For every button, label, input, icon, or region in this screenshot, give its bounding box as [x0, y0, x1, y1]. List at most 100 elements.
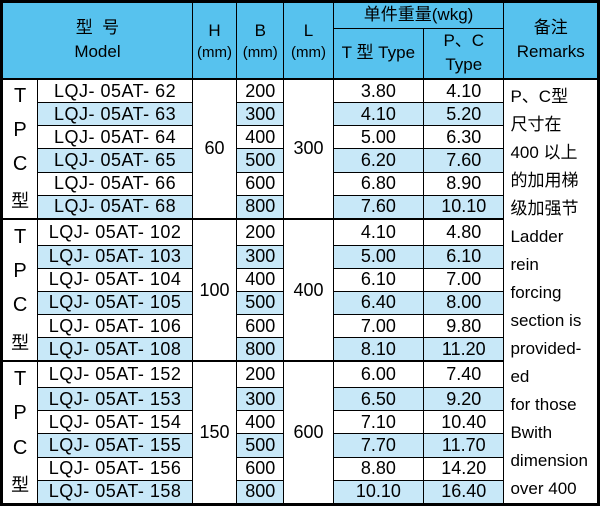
series-type-char: P	[13, 402, 27, 425]
b-value-cell: 600	[236, 456, 285, 481]
pc-weight-cell: 10.10	[423, 194, 505, 220]
t-weight-cell: 3.80	[332, 77, 425, 104]
b-value-cell: 800	[236, 194, 285, 220]
t-weight-cell: 5.00	[332, 125, 425, 150]
b-value-cell: 200	[236, 77, 285, 104]
series-type-char: C	[12, 294, 28, 317]
table-row: LQJ- 05AT- 104 400 6.10 7.00	[2, 267, 599, 292]
model-cell: LQJ- 05AT- 104	[37, 267, 193, 292]
remarks-line: dimension	[510, 450, 588, 470]
col-header-b: B (mm)	[236, 0, 285, 80]
table-header: 型 号 Model H (mm) B (mm) L (mm) 单件重量(wkg)	[1, 0, 599, 80]
t-weight-cell: 6.10	[332, 267, 425, 292]
series-type-char: P	[13, 119, 27, 142]
t-weight-cell: 8.80	[332, 456, 425, 481]
table-row: LQJ- 05AT- 105 500 6.40 8.00	[2, 290, 599, 316]
pc-weight-cell: 9.20	[423, 387, 505, 412]
model-cell: LQJ- 05AT- 108	[37, 337, 193, 362]
t-weight-cell: 6.00	[332, 360, 425, 389]
t-weight-cell: 7.10	[332, 410, 425, 435]
b-value-cell: 300	[236, 244, 285, 269]
b-value-cell: 800	[236, 479, 285, 505]
remarks-line: Bwith	[510, 422, 553, 442]
col-header-remarks-en: Remarks	[516, 42, 585, 62]
pc-weight-cell: 10.40	[423, 410, 505, 435]
b-value-cell: 800	[236, 337, 285, 362]
table-row: T P C 型 LQJ- 05AT- 62 60 200 300 3.80 4.10 P、C型 尺寸在…	[0, 77, 599, 505]
pc-weight-cell: 9.80	[423, 314, 505, 339]
table-row: LQJ- 05AT- 64 400 5.00 6.30	[2, 125, 599, 150]
pc-weight-cell: 7.40	[423, 360, 505, 389]
pc-weight-cell: 11.70	[423, 433, 505, 458]
remarks-line: provided-	[510, 338, 582, 358]
model-cell: LQJ- 05AT- 155	[37, 433, 193, 458]
remarks-line: Ladder	[510, 226, 564, 246]
remarks-line: ed	[510, 366, 530, 386]
pc-weight-cell: 11.20	[423, 337, 505, 362]
t-weight-cell: 8.10	[332, 337, 425, 362]
t-weight-cell: 6.80	[332, 171, 425, 196]
model-cell: LQJ- 05AT- 65	[37, 148, 193, 173]
t-weight-cell: 4.10	[332, 102, 425, 127]
pc-weight-cell: 8.90	[423, 171, 505, 196]
col-header-l: L (mm)	[283, 0, 334, 80]
b-value-cell: 600	[236, 171, 285, 196]
l-value-cell: 600	[283, 360, 334, 505]
col-header-model-cn: 型 号	[75, 17, 120, 37]
pc-weight-cell: 7.00	[423, 267, 505, 292]
series-type-char: C	[12, 436, 28, 459]
table-row: LQJ- 05AT- 68 800 7.60 10.10	[2, 194, 599, 220]
b-value-cell: 200	[236, 217, 285, 246]
col-header-remarks-cn: 备注	[533, 17, 568, 37]
col-header-pc-type: P、C Type	[423, 27, 505, 80]
series-type-char: T	[13, 225, 27, 248]
model-cell: LQJ- 05AT- 153	[37, 387, 193, 412]
header-row-2: T 型 Type P、C Type	[2, 27, 599, 80]
model-cell: LQJ- 05AT- 68	[37, 194, 193, 220]
table-row: LQJ- 05AT- 106 600 7.00 9.80	[2, 314, 599, 339]
model-cell: LQJ- 05AT- 154	[37, 410, 193, 435]
col-header-h-unit: (mm)	[197, 43, 233, 61]
b-value-cell: 500	[236, 148, 285, 173]
b-value-cell: 200	[236, 360, 285, 389]
table-row: LQJ- 05AT- 63 300 4.10 5.20	[2, 102, 599, 127]
remarks-line: section is	[510, 310, 582, 330]
t-weight-cell: 6.50	[332, 387, 425, 412]
t-weight-cell: 7.00	[332, 314, 425, 339]
col-header-t-type: T 型 Type	[332, 27, 425, 80]
b-value-cell: 400	[236, 267, 285, 292]
l-value-cell: 400	[283, 217, 334, 362]
b-value-cell: 400	[236, 410, 285, 435]
model-cell: LQJ- 05AT- 103	[37, 244, 193, 269]
h-value-cell: 150	[191, 360, 238, 505]
remarks-line: 400 以上	[510, 142, 578, 162]
t-weight-cell: 5.00	[332, 244, 425, 269]
series-type-char: C	[12, 152, 28, 175]
pc-weight-cell: 5.20	[423, 102, 505, 127]
remarks-line: forcing	[510, 282, 562, 302]
col-header-model: 型 号 Model	[1, 0, 193, 80]
pc-weight-cell: 6.10	[423, 244, 505, 269]
pc-weight-cell: 6.30	[423, 125, 505, 150]
h-value-cell: 100	[191, 217, 238, 362]
h-value-cell: 60	[191, 77, 238, 220]
remarks-line: for those	[510, 394, 577, 414]
col-header-l-label: L	[303, 21, 314, 41]
remarks-line: P、C型	[510, 86, 569, 106]
model-cell: LQJ- 05AT- 152	[37, 360, 193, 389]
model-cell: LQJ- 05AT- 62	[37, 77, 193, 104]
header-row-1: 型 号 Model H (mm) B (mm) L (mm) 单件重量(wkg)	[1, 0, 599, 80]
model-cell: LQJ- 05AT- 66	[37, 171, 193, 196]
b-value-cell: 300	[236, 387, 285, 412]
spec-table-body: T P C 型 LQJ- 05AT- 62 60 200 300 3.80 4.10 P、C型 尺寸在…	[0, 77, 599, 505]
series-type-char: T	[13, 85, 27, 108]
t-weight-cell: 7.60	[332, 194, 425, 220]
t-weight-cell: 7.70	[332, 433, 425, 458]
